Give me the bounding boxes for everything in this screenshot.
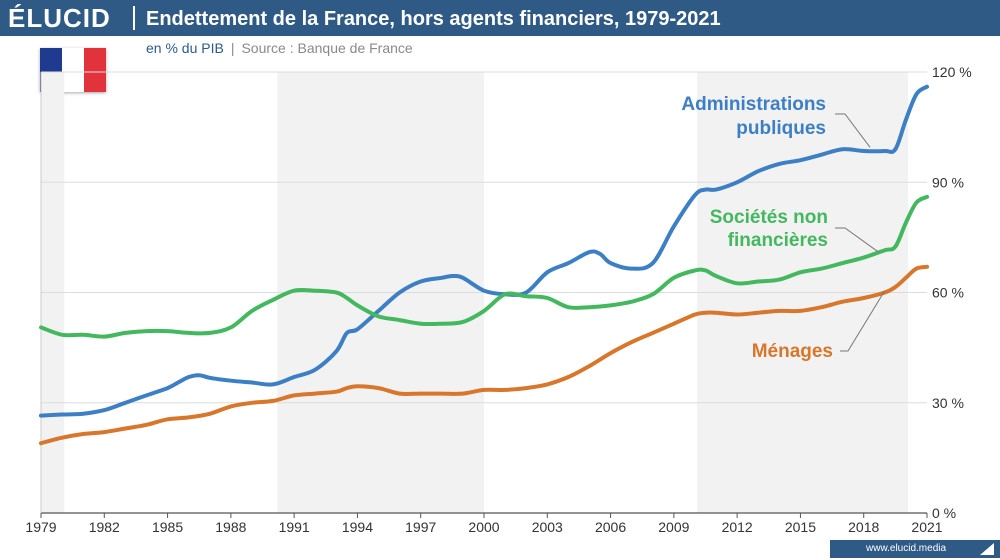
x-tick-label-1: 1982 [89,519,120,535]
y-tick-label-4: 120 % [932,64,972,80]
x-tick-label-13: 2018 [848,519,879,535]
x-tick-label-7: 2000 [468,519,499,535]
x-tick-label-11: 2012 [722,519,753,535]
unit-label: en % du PIB [146,40,224,56]
leader-line-societes-non-financieres [835,227,879,253]
chart-subtitle: en % du PIB | Source : Banque de France [146,38,413,58]
flag-red-stripe [84,48,106,92]
x-tick-label-10: 2009 [658,519,689,535]
header-divider [133,6,135,30]
x-tick-label-2: 1985 [152,519,183,535]
y-tick-label-2: 60 % [932,285,964,301]
series-labels: Administrations publiques Sociétés non f… [681,94,833,362]
y-tick-label-0: 0 % [932,505,956,521]
series-line-menages [39,264,929,446]
y-tick-label-3: 90 % [932,174,964,190]
series-label-snf-line1: Sociétés non [710,207,828,228]
series-line-administrations-publiques [39,84,929,418]
series-lines [39,84,929,446]
header-bar: ÉLUCID Endettement de la France, hors ag… [0,0,1000,36]
footer-bar: www.elucid.media [830,540,1000,558]
x-tick-label-4: 1991 [279,519,310,535]
y-tick-label-1: 30 % [932,395,964,411]
series-label-snf-line2: financières [728,230,828,251]
elucid-mark-icon [980,543,994,555]
series-label-admin-line1: Administrations [681,94,826,115]
series-line-societes-non-financieres [39,194,929,339]
x-tick-label-12: 2015 [785,519,816,535]
x-axis-ticks: 1979 1982 1985 1988 1991 1994 1997 2000 2003 2006… [25,513,943,535]
chart-title: Endettement de la France, hors agents fi… [146,8,721,30]
elucid-logo[interactable]: ÉLUCID [8,3,111,33]
source-label: Source : Banque de France [241,40,413,56]
y-axis-ticks: 0 % 30 % 60 % 90 % 120 % [932,64,972,521]
x-tick-label-0: 1979 [25,519,56,535]
x-tick-label-8: 2003 [532,519,563,535]
series-label-menages: Ménages [752,341,833,362]
x-tick-label-5: 1994 [342,519,373,535]
footer-url[interactable]: www.elucid.media [866,543,947,554]
subtitle-separator: | [230,40,235,56]
flag-white-stripe [62,48,84,92]
x-tick-label-14: 2021 [911,519,942,535]
leader-line-administrations-publiques [835,113,871,148]
x-tick-label-9: 2006 [595,519,626,535]
label-leader-lines [835,113,886,352]
x-tick-label-3: 1988 [215,519,246,535]
series-label-admin-line2: publiques [736,118,826,139]
x-tick-label-6: 1997 [405,519,436,535]
leader-line-menages [840,290,886,352]
